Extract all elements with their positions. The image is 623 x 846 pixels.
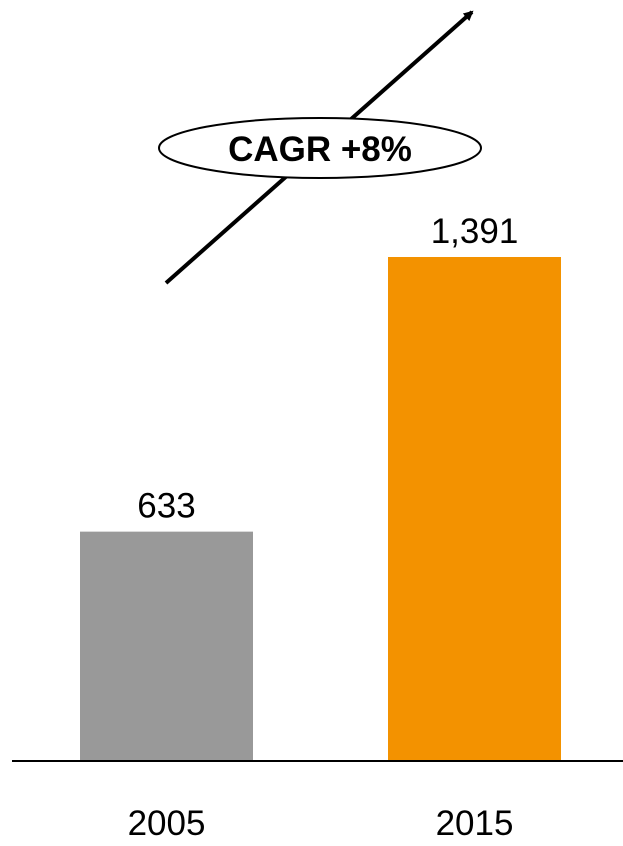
bars-layer: 633 2005 1,391 2015: [80, 212, 561, 843]
cagr-ellipse: [158, 117, 482, 179]
x-tick-label-2015: 2015: [436, 804, 514, 843]
bar-2005: [80, 531, 253, 761]
value-label-2005: 633: [137, 487, 195, 526]
value-label-2015: 1,391: [431, 212, 519, 251]
cagr-label: CAGR +8%: [228, 130, 412, 169]
x-tick-label-2005: 2005: [128, 804, 206, 843]
bar-2015: [388, 257, 561, 761]
